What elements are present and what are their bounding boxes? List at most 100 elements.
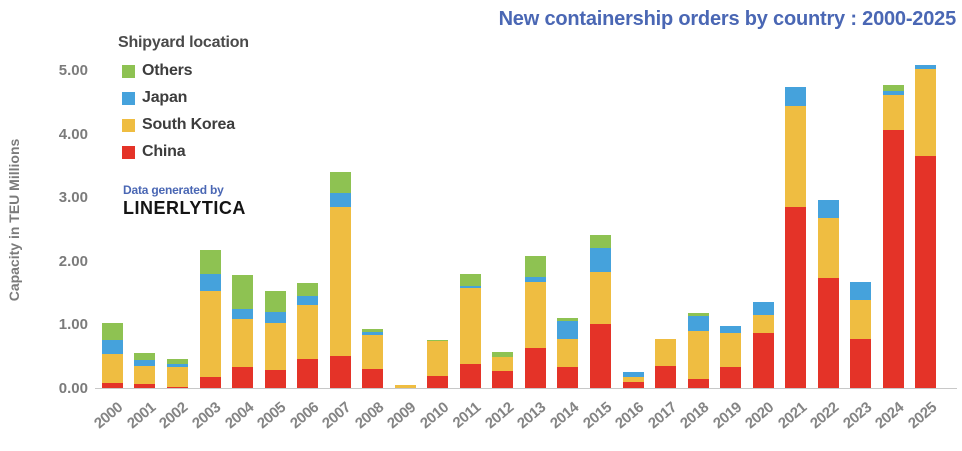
bar-segment-others-2011 — [459, 273, 481, 287]
bar-segment-japan-2007 — [329, 193, 351, 207]
bar-segment-china-2017 — [655, 365, 677, 388]
watermark-credit: Data generated by — [123, 183, 224, 197]
x-axis-labels: 2000 2001 2002 2003 2004 2005 2006 2007 2008 2009… — [91, 389, 957, 449]
bar-segment-south-korea-2000 — [101, 353, 123, 383]
bar-segment-south-korea-2009 — [394, 384, 416, 388]
legend-item-china: China — [122, 143, 249, 161]
bar-segment-south-korea-2013 — [524, 282, 546, 348]
bar-segment-japan-2002 — [166, 363, 188, 368]
bar-segment-china-2001 — [134, 383, 156, 388]
bar-segment-china-2006 — [297, 358, 319, 388]
bar-segment-japan-2023 — [850, 282, 872, 301]
y-tick-label: 4.00 — [58, 125, 88, 143]
legend-item-label: Others — [142, 62, 193, 79]
watermark-brand: LINERLYTICA — [123, 198, 246, 218]
bar-segment-south-korea-2024 — [882, 95, 904, 131]
bar-segment-south-korea-2011 — [459, 287, 481, 364]
bar-segment-china-2023 — [850, 339, 872, 388]
bar-segment-china-2003 — [199, 376, 221, 388]
legend-swatch-icon — [122, 64, 135, 78]
bar-segment-japan-2022 — [817, 199, 839, 218]
y-axis-ticks: 0.00 1.00 2.00 3.00 4.00 5.00 — [40, 62, 88, 397]
bar-segment-china-2016 — [622, 381, 644, 388]
bar-segment-others-2000 — [101, 322, 123, 341]
legend-title: Shipyard location — [118, 34, 249, 51]
bar-segment-japan-2000 — [101, 340, 123, 354]
bar-segment-japan-2001 — [134, 360, 156, 367]
bar-segment-china-2012 — [492, 370, 514, 388]
legend-item-label: South Korea — [142, 116, 235, 133]
bar-segment-others-2015 — [590, 235, 611, 249]
bar-segment-china-2005 — [264, 370, 286, 388]
bar-segment-others-2018 — [687, 312, 709, 316]
bar-segment-china-2011 — [459, 363, 481, 388]
bar-segment-china-2020 — [752, 333, 774, 388]
bar-segment-south-korea-2019 — [720, 332, 742, 368]
bar-segment-japan-2003 — [199, 273, 221, 291]
bar-segment-japan-2005 — [264, 312, 286, 323]
chart-title: New containership orders by country : 20… — [498, 8, 957, 30]
y-tick-label: 1.00 — [58, 316, 88, 334]
bar-segment-south-korea-2014 — [557, 339, 579, 368]
bar-segment-china-2025 — [915, 155, 937, 388]
bar-segment-south-korea-2005 — [264, 322, 286, 371]
bar-segment-china-2004 — [232, 367, 254, 388]
bar-segment-others-2010 — [427, 339, 449, 341]
bar-segment-japan-2015 — [590, 248, 611, 273]
bar-segment-china-2013 — [524, 347, 546, 388]
bar-segment-south-korea-2021 — [785, 105, 807, 208]
bar-segment-others-2012 — [492, 352, 514, 357]
bar-segment-china-2000 — [101, 382, 123, 388]
bar-segment-china-2019 — [720, 367, 742, 388]
bar-segment-south-korea-2007 — [329, 206, 351, 357]
y-tick-label: 2.00 — [58, 252, 88, 270]
bar-segment-china-2007 — [329, 356, 351, 388]
bar-segment-south-korea-2020 — [752, 314, 774, 334]
bar-segment-south-korea-2016 — [622, 377, 644, 382]
bar-segment-south-korea-2006 — [297, 304, 319, 359]
bar-segment-south-korea-2023 — [850, 300, 872, 340]
bar-segment-south-korea-2002 — [166, 367, 188, 388]
bar-segment-others-2013 — [524, 255, 546, 277]
bar-segment-south-korea-2017 — [655, 339, 677, 366]
bar-segment-south-korea-2015 — [590, 272, 611, 324]
bar-segment-japan-2020 — [752, 302, 774, 315]
y-tick-label: 5.00 — [58, 62, 88, 79]
legend-swatch-icon — [122, 118, 135, 132]
bar-segment-others-2006 — [297, 283, 319, 296]
bar-segment-japan-2016 — [622, 372, 644, 378]
bar-segment-others-2003 — [199, 250, 221, 274]
bar-segment-others-2008 — [362, 328, 384, 333]
bar-segment-japan-2014 — [557, 321, 579, 340]
watermark: Data generated by LINERLYTICA — [123, 183, 246, 219]
bar-segment-others-2001 — [134, 353, 156, 361]
bar-segment-japan-2011 — [459, 286, 481, 288]
legend-swatch-icon — [122, 145, 135, 159]
bar-segment-china-2018 — [687, 379, 709, 388]
bar-segment-japan-2024 — [882, 91, 904, 96]
bar-segment-japan-2018 — [687, 315, 709, 331]
bar-segment-japan-2004 — [232, 308, 254, 320]
bar-segment-others-2024 — [882, 84, 904, 91]
y-tick-label: 0.00 — [58, 380, 88, 397]
legend-items: Others Japan South Korea China — [118, 62, 249, 161]
bar-segment-china-2024 — [882, 130, 904, 388]
bar-segment-china-2014 — [557, 367, 579, 388]
bar-segment-south-korea-2022 — [817, 217, 839, 278]
legend-item-japan: Japan — [122, 89, 249, 107]
bar-segment-others-2007 — [329, 172, 351, 194]
bar-segment-china-2002 — [166, 387, 188, 388]
bar-segment-south-korea-2001 — [134, 366, 156, 384]
bar-segment-south-korea-2010 — [427, 340, 449, 376]
legend: Shipyard location Others Japan South Korea… — [118, 34, 249, 170]
bar-segment-china-2021 — [785, 207, 807, 388]
bar-segment-others-2014 — [557, 318, 579, 322]
bar-segment-japan-2008 — [362, 332, 384, 336]
bar-segment-south-korea-2012 — [492, 356, 514, 371]
y-tick-label: 3.00 — [58, 189, 88, 207]
bar-segment-others-2004 — [232, 275, 254, 309]
y-axis-label: Capacity in TEU Millions — [6, 138, 22, 302]
legend-swatch-icon — [122, 91, 135, 105]
legend-item-others: Others — [122, 62, 249, 80]
bar-segment-south-korea-2004 — [232, 319, 254, 368]
